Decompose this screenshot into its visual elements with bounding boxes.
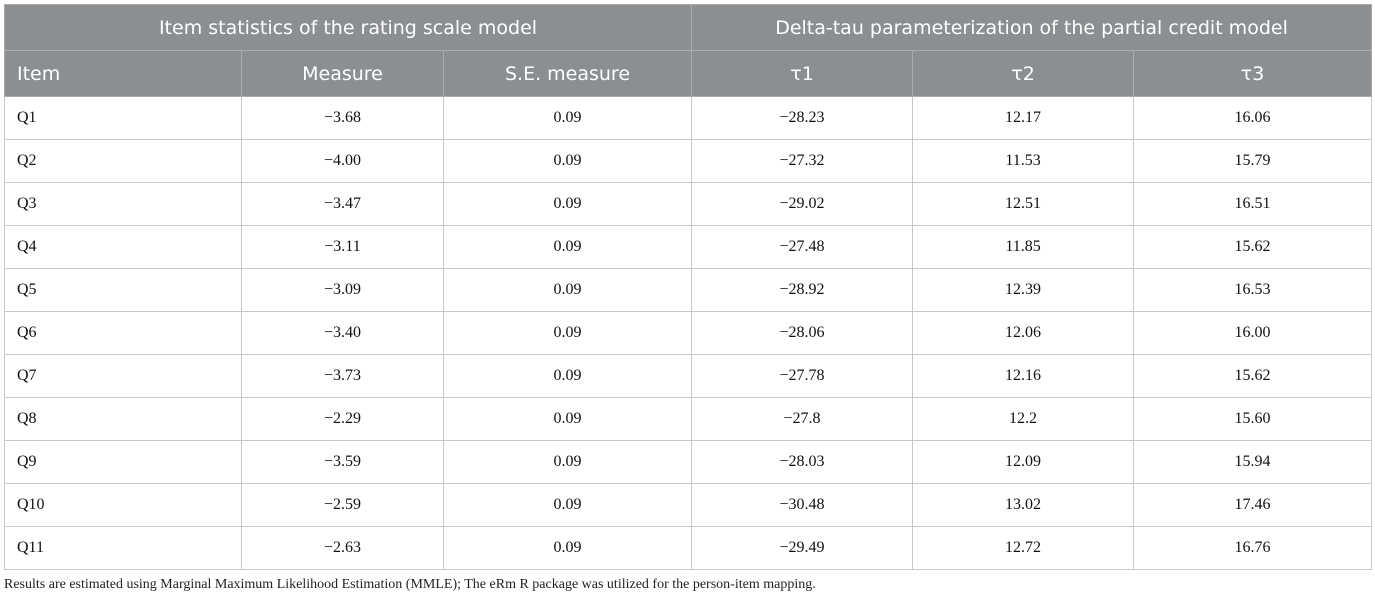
group-header-rating-scale: Item statistics of the rating scale mode… [3, 4, 693, 51]
cell-se-measure: 0.09 [442, 354, 693, 398]
cell-item: Q10 [4, 483, 242, 527]
cell-tau2: 12.17 [912, 96, 1135, 140]
cell-measure: −2.29 [241, 397, 444, 441]
cell-se-measure: 0.09 [442, 96, 693, 140]
table-row: Q7 −3.73 0.09 −27.78 12.16 15.62 [4, 354, 1373, 398]
cell-item: Q7 [4, 354, 242, 398]
cell-tau2: 12.39 [912, 268, 1135, 312]
table-row: Q10 −2.59 0.09 −30.48 13.02 17.46 [4, 483, 1373, 527]
cell-tau1: −29.49 [691, 526, 914, 570]
cell-item: Q2 [4, 139, 242, 183]
cell-item: Q3 [4, 182, 242, 226]
column-header-tau2: τ2 [912, 50, 1135, 97]
cell-tau2: 11.85 [912, 225, 1135, 269]
cell-tau1: −28.92 [691, 268, 914, 312]
cell-se-measure: 0.09 [442, 397, 693, 441]
cell-item: Q1 [4, 96, 242, 140]
cell-se-measure: 0.09 [442, 311, 693, 355]
table-row: Q1 −3.68 0.09 −28.23 12.17 16.06 [4, 96, 1373, 140]
cell-tau2: 12.51 [912, 182, 1135, 226]
cell-tau2: 12.72 [912, 526, 1135, 570]
cell-tau3: 15.62 [1133, 354, 1373, 398]
table-row: Q9 −3.59 0.09 −28.03 12.09 15.94 [4, 440, 1373, 484]
cell-se-measure: 0.09 [442, 526, 693, 570]
cell-tau3: 15.60 [1133, 397, 1373, 441]
cell-tau1: −28.23 [691, 96, 914, 140]
cell-se-measure: 0.09 [442, 268, 693, 312]
cell-tau3: 17.46 [1133, 483, 1373, 527]
cell-tau1: −27.48 [691, 225, 914, 269]
cell-measure: −3.09 [241, 268, 444, 312]
group-header-row: Item statistics of the rating scale mode… [3, 4, 1373, 51]
cell-tau2: 12.09 [912, 440, 1135, 484]
group-header-partial-credit: Delta-tau parameterization of the partia… [691, 4, 1373, 51]
cell-se-measure: 0.09 [442, 225, 693, 269]
cell-tau1: −27.32 [691, 139, 914, 183]
cell-item: Q5 [4, 268, 242, 312]
cell-tau3: 15.62 [1133, 225, 1373, 269]
cell-tau3: 16.53 [1133, 268, 1373, 312]
table-row: Q2 −4.00 0.09 −27.32 11.53 15.79 [4, 139, 1373, 183]
cell-se-measure: 0.09 [442, 139, 693, 183]
table-row: Q8 −2.29 0.09 −27.8 12.2 15.60 [4, 397, 1373, 441]
cell-tau3: 15.94 [1133, 440, 1373, 484]
cell-item: Q4 [4, 225, 242, 269]
item-statistics-table: Item statistics of the rating scale mode… [3, 4, 1373, 570]
cell-tau3: 16.76 [1133, 526, 1373, 570]
cell-tau3: 16.06 [1133, 96, 1373, 140]
cell-measure: −3.73 [241, 354, 444, 398]
cell-tau3: 15.79 [1133, 139, 1373, 183]
column-header-item: Item [4, 50, 242, 97]
table-footnote: Results are estimated using Marginal Max… [4, 577, 816, 592]
cell-tau3: 16.51 [1133, 182, 1373, 226]
cell-tau2: 13.02 [912, 483, 1135, 527]
cell-tau1: −28.06 [691, 311, 914, 355]
cell-se-measure: 0.09 [442, 182, 693, 226]
cell-measure: −3.40 [241, 311, 444, 355]
cell-se-measure: 0.09 [442, 483, 693, 527]
cell-measure: −3.11 [241, 225, 444, 269]
cell-tau2: 12.2 [912, 397, 1135, 441]
cell-tau1: −29.02 [691, 182, 914, 226]
cell-item: Q8 [4, 397, 242, 441]
table-row: Q6 −3.40 0.09 −28.06 12.06 16.00 [4, 311, 1373, 355]
cell-measure: −3.59 [241, 440, 444, 484]
table-row: Q4 −3.11 0.09 −27.48 11.85 15.62 [4, 225, 1373, 269]
column-header-se-measure: S.E. measure [442, 50, 693, 97]
column-header-measure: Measure [241, 50, 444, 97]
cell-measure: −2.59 [241, 483, 444, 527]
table-row: Q11 −2.63 0.09 −29.49 12.72 16.76 [4, 526, 1373, 570]
cell-tau1: −27.8 [691, 397, 914, 441]
cell-measure: −3.47 [241, 182, 444, 226]
cell-measure: −4.00 [241, 139, 444, 183]
table-row: Q3 −3.47 0.09 −29.02 12.51 16.51 [4, 182, 1373, 226]
cell-measure: −2.63 [241, 526, 444, 570]
cell-tau2: 11.53 [912, 139, 1135, 183]
cell-item: Q9 [4, 440, 242, 484]
cell-measure: −3.68 [241, 96, 444, 140]
table-row: Q5 −3.09 0.09 −28.92 12.39 16.53 [4, 268, 1373, 312]
cell-tau2: 12.16 [912, 354, 1135, 398]
cell-item: Q11 [4, 526, 242, 570]
cell-tau2: 12.06 [912, 311, 1135, 355]
cell-item: Q6 [4, 311, 242, 355]
cell-tau3: 16.00 [1133, 311, 1373, 355]
column-header-tau3: τ3 [1133, 50, 1373, 97]
cell-tau1: −28.03 [691, 440, 914, 484]
cell-tau1: −27.78 [691, 354, 914, 398]
cell-tau1: −30.48 [691, 483, 914, 527]
column-header-tau1: τ1 [691, 50, 914, 97]
column-header-row: Item Measure S.E. measure τ1 τ2 τ3 [4, 50, 1373, 97]
cell-se-measure: 0.09 [442, 440, 693, 484]
